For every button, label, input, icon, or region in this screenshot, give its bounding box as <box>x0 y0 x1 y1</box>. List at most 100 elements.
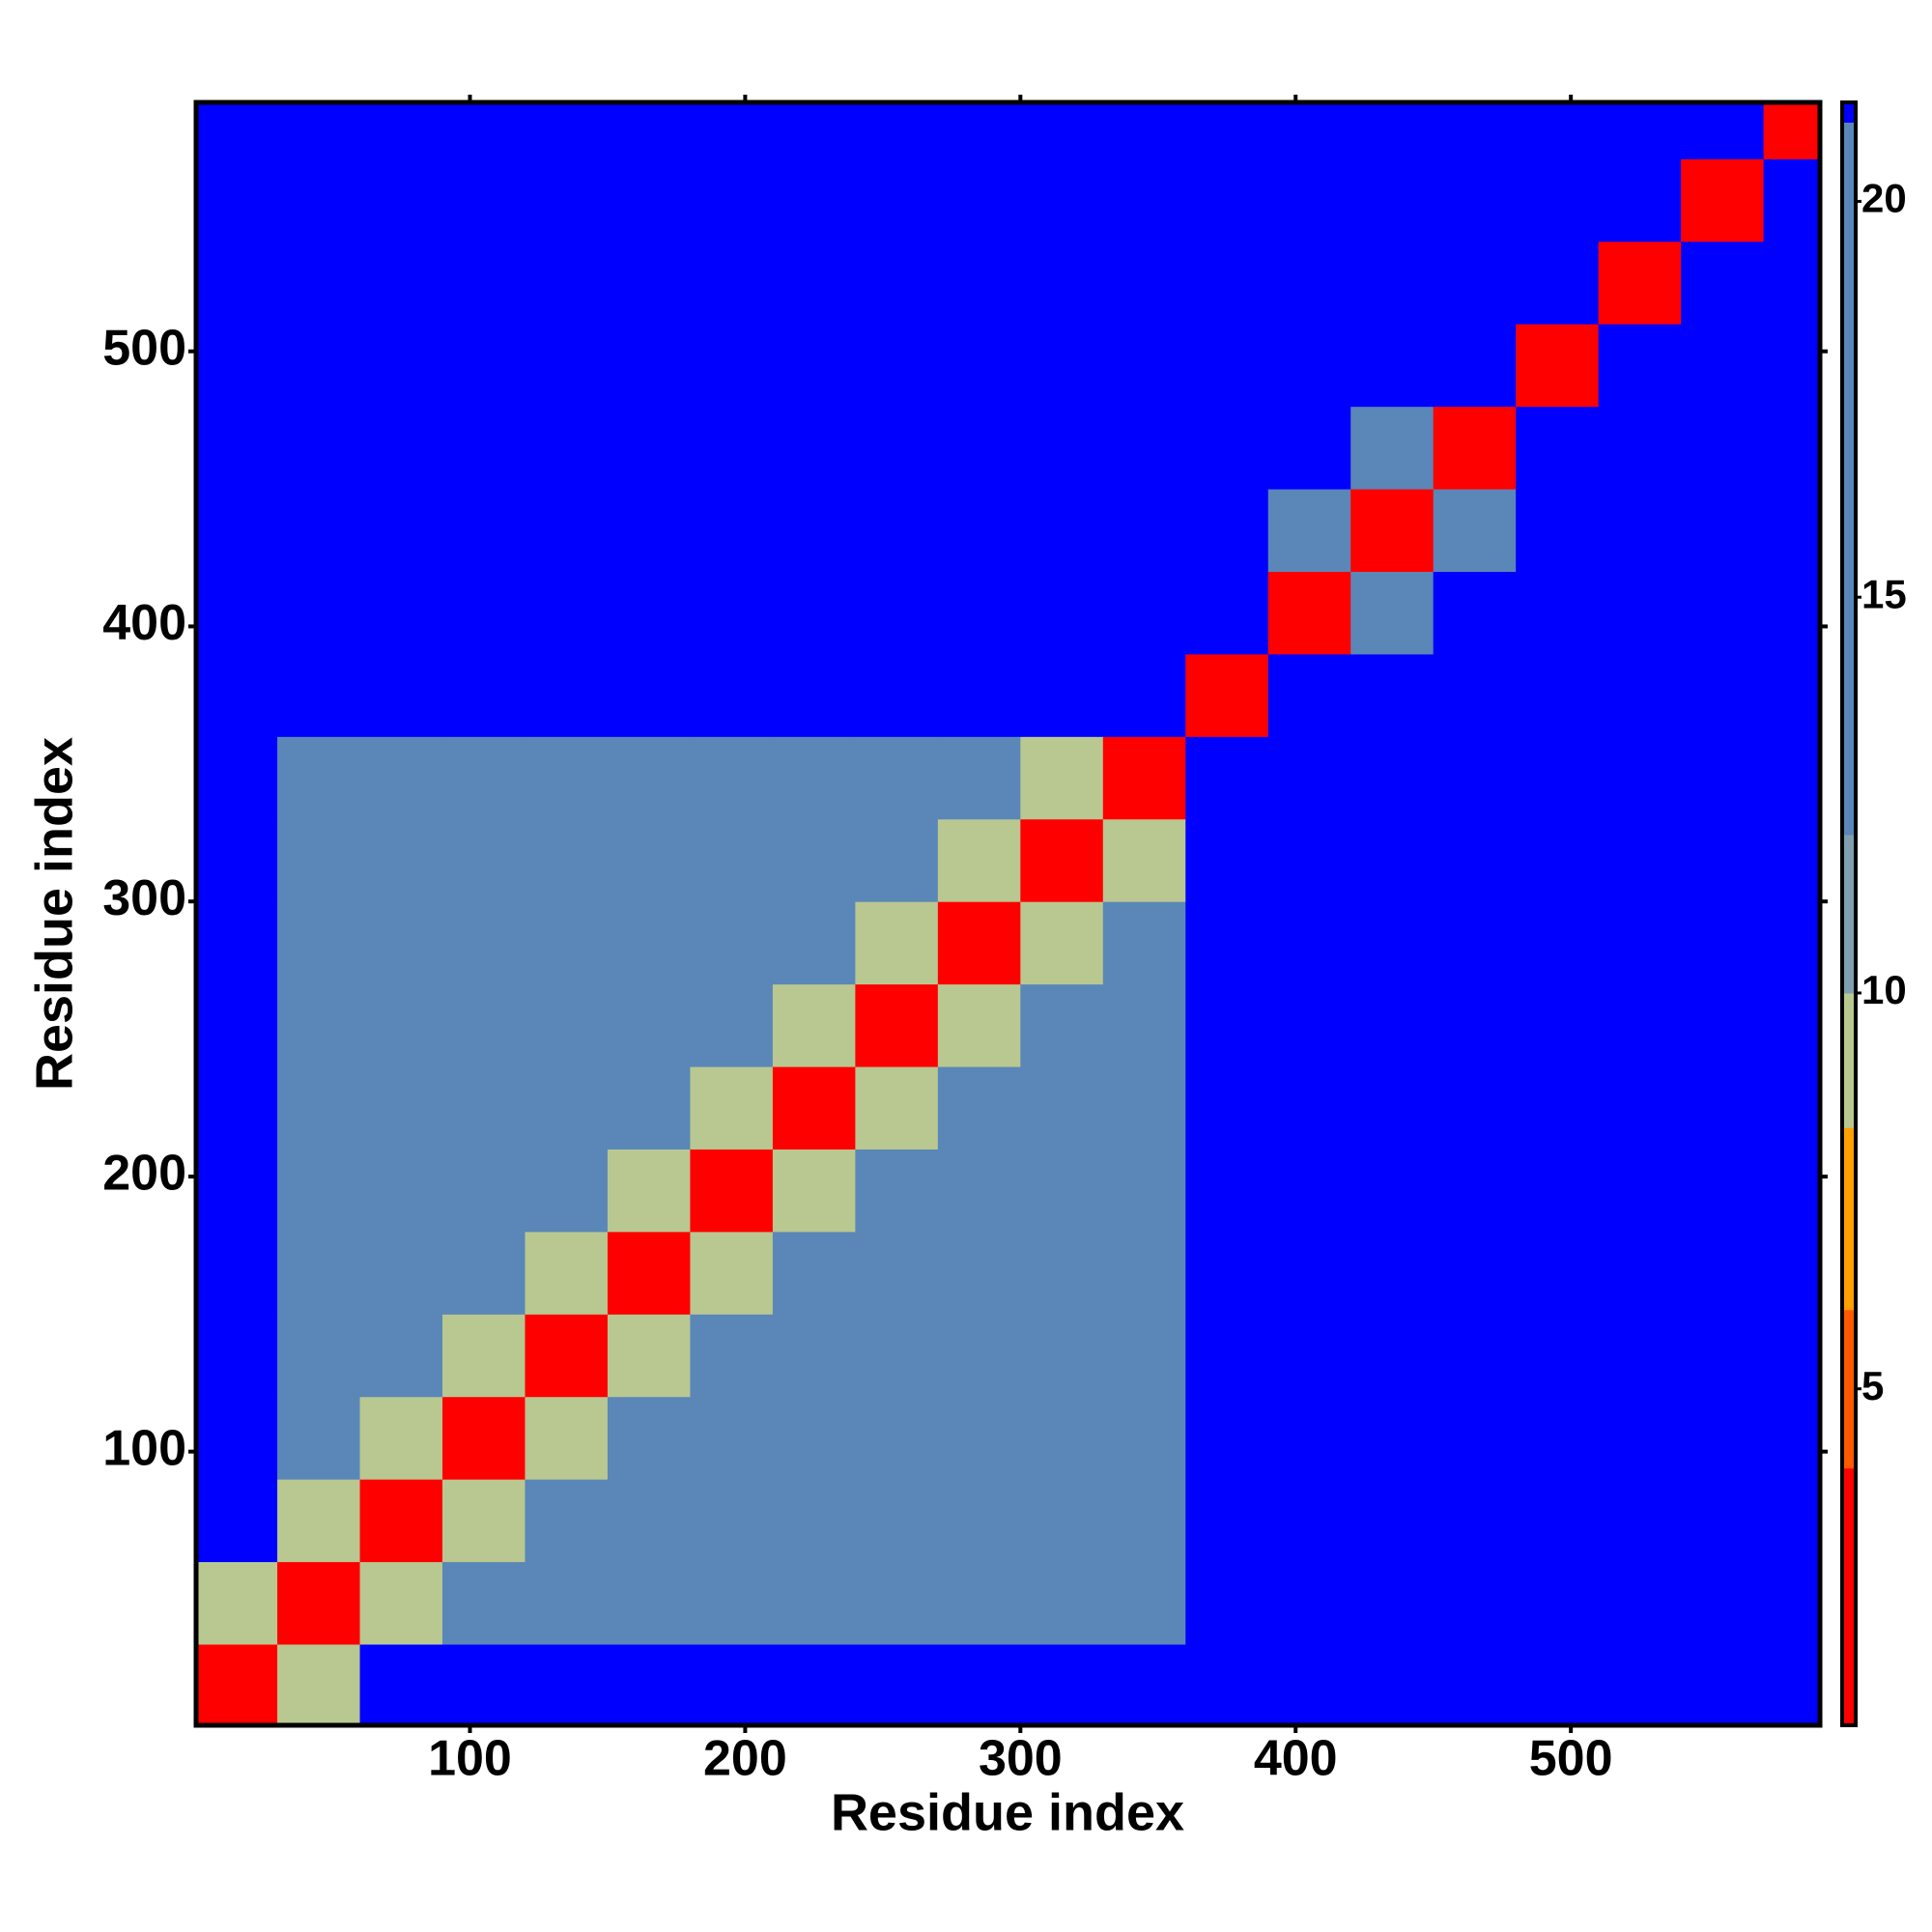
heatmap-cell <box>772 158 856 242</box>
heatmap-cell <box>1350 818 1435 902</box>
heatmap-cell <box>1433 1644 1517 1725</box>
heatmap-cell <box>359 102 443 159</box>
heatmap-cell <box>937 1561 1021 1645</box>
heatmap-cell <box>937 489 1021 572</box>
heatmap-cell <box>277 901 361 985</box>
heatmap-cell <box>937 901 1021 985</box>
heatmap-cell <box>1102 241 1186 325</box>
heatmap-cell <box>937 102 1021 159</box>
heatmap-cell <box>196 901 278 985</box>
heatmap-cell <box>1433 818 1517 902</box>
heatmap-cell <box>525 736 609 820</box>
heatmap-cell <box>1350 158 1435 242</box>
heatmap-cell <box>1598 406 1682 490</box>
heatmap-cell <box>772 983 856 1067</box>
heatmap-cell <box>1516 1066 1600 1150</box>
heatmap-cell <box>1185 1149 1269 1233</box>
heatmap-cell <box>1350 653 1435 737</box>
heatmap-cell <box>359 1231 443 1315</box>
heatmap-cell <box>772 1231 856 1315</box>
heatmap-cell <box>196 983 278 1067</box>
heatmap-cell <box>607 489 691 572</box>
heatmap-cell <box>196 1396 278 1480</box>
heatmap-cell <box>277 489 361 572</box>
heatmap-cell <box>1102 1149 1186 1233</box>
heatmap-cell <box>690 1479 774 1563</box>
heatmap-cell <box>525 158 609 242</box>
heatmap-cell <box>772 1644 856 1725</box>
heatmap-cell <box>607 158 691 242</box>
heatmap-cell <box>937 571 1021 655</box>
heatmap-cell <box>772 818 856 902</box>
heatmap-cell <box>359 653 443 737</box>
heatmap-cell <box>772 901 856 985</box>
heatmap-cell <box>1020 1066 1104 1150</box>
heatmap-cell <box>1516 406 1600 490</box>
heatmap-cell <box>690 1561 774 1645</box>
heatmap-cell <box>1020 1314 1104 1398</box>
heatmap-cell <box>525 406 609 490</box>
heatmap-cell <box>1433 102 1517 159</box>
heatmap-cell <box>196 1149 278 1233</box>
heatmap-cell <box>772 102 856 159</box>
heatmap-cell <box>1102 1396 1186 1480</box>
heatmap-cell <box>855 489 939 572</box>
heatmap-cell <box>690 571 774 655</box>
heatmap-cell <box>1681 241 1765 325</box>
heatmap-cell <box>525 241 609 325</box>
heatmap-cell <box>607 1314 691 1398</box>
heatmap-cell <box>690 158 774 242</box>
heatmap-cell <box>1516 241 1600 325</box>
y-tick-label: 200 <box>102 1146 186 1202</box>
heatmap-cell <box>1185 1231 1269 1315</box>
heatmap-cell <box>1350 1561 1435 1645</box>
x-tick-label: 200 <box>703 1731 787 1787</box>
heatmap-cell <box>855 241 939 325</box>
heatmap-cell <box>607 1644 691 1725</box>
heatmap-cell <box>359 241 443 325</box>
heatmap-cell <box>1267 1396 1351 1480</box>
heatmap-cell <box>855 1561 939 1645</box>
heatmap-cell <box>1020 983 1104 1067</box>
heatmap-cell <box>1350 1644 1435 1725</box>
heatmap-cell <box>277 818 361 902</box>
x-tick-label: 500 <box>1529 1731 1613 1787</box>
heatmap-cell <box>1681 901 1765 985</box>
heatmap-cell <box>441 1396 526 1480</box>
heatmap-cell <box>525 818 609 902</box>
heatmap-cell <box>690 653 774 737</box>
heatmap-cell <box>441 489 526 572</box>
heatmap-cell <box>196 1066 278 1150</box>
heatmap-cell <box>1516 1231 1600 1315</box>
heatmap-cell <box>1763 1066 1820 1150</box>
heatmap-cell <box>277 983 361 1067</box>
heatmap-cell <box>1267 1644 1351 1725</box>
heatmap-cell <box>196 571 278 655</box>
heatmap-cell <box>607 1066 691 1150</box>
heatmap-cell <box>772 571 856 655</box>
heatmap-cell <box>196 241 278 325</box>
heatmap-cell <box>1763 324 1820 408</box>
heatmap-cell <box>359 901 443 985</box>
heatmap-cell <box>1681 983 1765 1067</box>
heatmap-cell <box>1185 158 1269 242</box>
heatmap-cell <box>277 1314 361 1398</box>
heatmap-cell <box>1267 1066 1351 1150</box>
heatmap-cell <box>1433 736 1517 820</box>
heatmap-cell <box>359 489 443 572</box>
heatmap-cell <box>359 1149 443 1233</box>
heatmap-cell <box>1102 736 1186 820</box>
heatmap-cell <box>1516 102 1600 159</box>
heatmap-cell <box>1516 1314 1600 1398</box>
heatmap-cell <box>277 653 361 737</box>
heatmap-cell <box>937 1644 1021 1725</box>
heatmap-cell <box>1350 1396 1435 1480</box>
heatmap-cell <box>359 1314 443 1398</box>
heatmap-cell <box>607 406 691 490</box>
y-tick-label: 400 <box>102 595 186 651</box>
heatmap-cell <box>1598 1314 1682 1398</box>
y-tick-label: 500 <box>102 320 186 376</box>
heatmap-cell <box>1267 241 1351 325</box>
heatmap-cell <box>196 653 278 737</box>
heatmap-cell <box>196 489 278 572</box>
